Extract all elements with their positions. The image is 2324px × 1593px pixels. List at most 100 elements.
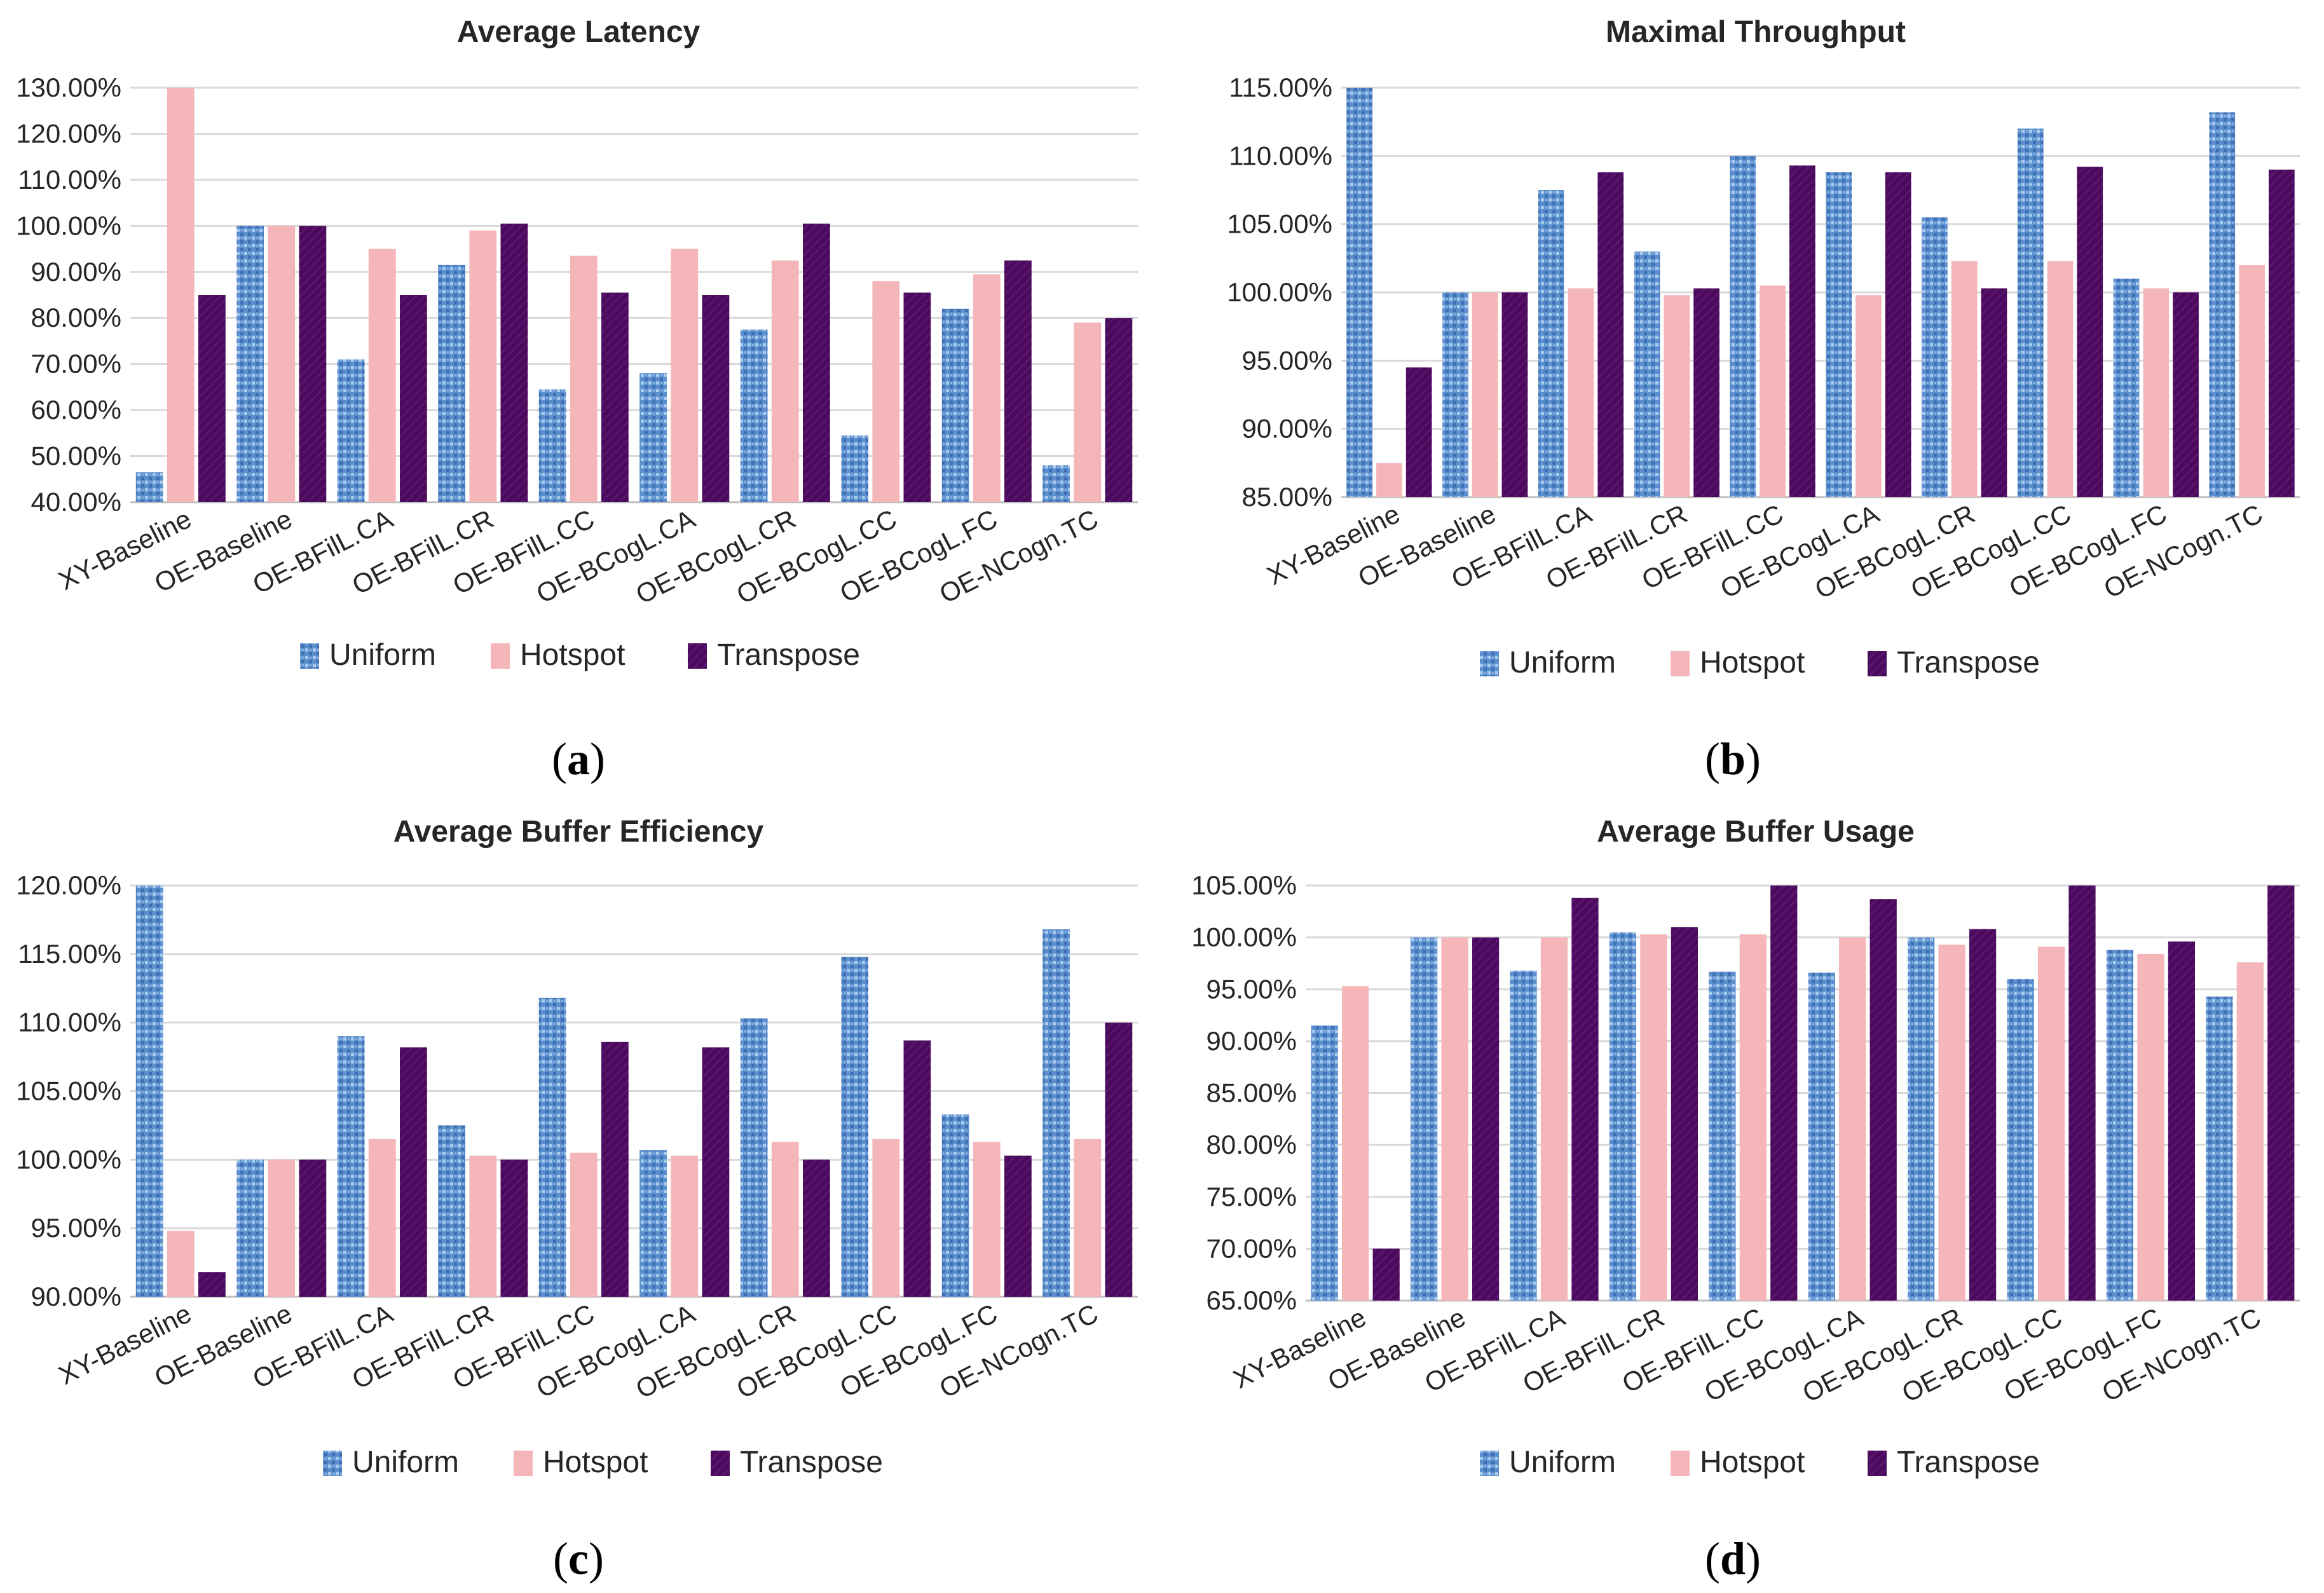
legend-swatch-transpose: [1868, 651, 1887, 676]
bar-hotspot-oe-bfill-ca: [1568, 288, 1594, 497]
plot-area: 120.00% 115.00% 110.00% 105.00% 100.00% 95.00…: [16, 870, 1138, 1404]
legend-swatch-hotspot: [514, 1451, 533, 1476]
y-tick-label: 60.00%: [31, 395, 121, 425]
legend-label-transpose: Transpose: [740, 1446, 883, 1479]
bar-hotspot-xy-baseline: [167, 1231, 195, 1297]
chart-title: Maximal Throughput: [1606, 15, 1906, 49]
bar-transpose-oe-bfill-ca: [1571, 898, 1599, 1301]
bar-hotspot-xy-baseline: [167, 88, 195, 502]
bar-transpose-oe-bcogl-ca: [702, 295, 730, 502]
legend-label-hotspot: Hotspot: [1700, 646, 1805, 680]
bar-transpose-oe-bfill-cc: [1789, 165, 1815, 497]
y-tick-label: 75.00%: [1206, 1182, 1297, 1212]
bar-uniform-oe-bfill-cr: [1609, 932, 1637, 1301]
bar-transpose-oe-bfill-cr: [1671, 927, 1698, 1301]
bar-hotspot-oe-baseline: [268, 1159, 296, 1297]
panel-caption: (b): [1705, 734, 1761, 784]
legend-swatch-uniform: [1480, 651, 1499, 676]
bar-transpose-oe-bcogl-cc: [2077, 167, 2103, 497]
bar-uniform-oe-bfill-cc: [538, 997, 566, 1297]
legend-swatch-uniform: [300, 643, 319, 669]
y-tick-label: 105.00%: [1227, 209, 1332, 239]
bar-hotspot-xy-baseline: [1342, 986, 1369, 1301]
bar-uniform-oe-bcogl-fc: [941, 1114, 969, 1297]
bar-uniform-xy-baseline: [135, 472, 163, 502]
bar-uniform-oe-bfill-cc: [538, 389, 566, 502]
y-tick-label: 40.00%: [31, 487, 121, 517]
bar-uniform-xy-baseline: [135, 885, 163, 1297]
bar-uniform-oe-bfill-cr: [438, 1125, 466, 1297]
bar-uniform-oe-ncogn-tc: [2206, 996, 2233, 1301]
bar-hotspot-oe-bfill-cr: [1640, 934, 1667, 1301]
bar-hotspot-oe-bcogl-fc: [973, 274, 1001, 502]
bar-uniform-oe-bcogl-ca: [1826, 172, 1852, 497]
y-tick-label: 90.00%: [31, 257, 121, 287]
chart-maximal-throughput: Maximal Throughput 115.00% 110.00% 105.00%…: [1227, 15, 2300, 784]
bar-transpose-oe-ncogn-tc: [1105, 318, 1133, 502]
y-tick-label: 110.00%: [1229, 140, 1332, 170]
bar-hotspot-oe-bcogl-cr: [771, 1142, 799, 1297]
bar-transpose-oe-bcogl-ca: [1869, 899, 1897, 1301]
bar-uniform-oe-bcogl-cc: [841, 435, 869, 502]
y-tick-label: 100.00%: [1191, 922, 1297, 952]
bar-uniform-oe-bfill-ca: [1538, 190, 1564, 497]
caption-letter: a: [567, 734, 590, 784]
bar-transpose-oe-bfill-cc: [1770, 885, 1798, 1301]
bar-hotspot-oe-baseline: [1472, 292, 1498, 497]
y-tick-label: 70.00%: [31, 349, 121, 379]
y-tick-label: 50.00%: [31, 441, 121, 471]
bar-hotspot-oe-bfill-ca: [368, 249, 396, 502]
bar-uniform-oe-ncogn-tc: [1042, 465, 1070, 502]
bar-hotspot-oe-ncogn-tc: [1074, 322, 1102, 502]
bar-hotspot-oe-bcogl-cc: [872, 281, 900, 502]
bar-transpose-xy-baseline: [1405, 367, 1432, 497]
bar-hotspot-oe-bfill-cc: [570, 1152, 598, 1297]
bar-hotspot-oe-bfill-cc: [1739, 934, 1767, 1301]
bar-hotspot-oe-ncogn-tc: [2236, 962, 2264, 1301]
bar-transpose-oe-bcogl-cc: [2068, 885, 2096, 1301]
bar-transpose-oe-bfill-ca: [399, 1047, 427, 1297]
y-tick-label: 120.00%: [16, 118, 121, 148]
panel-caption: (d): [1705, 1533, 1761, 1584]
y-tick-label: 100.00%: [16, 210, 121, 240]
bar-hotspot-oe-bcogl-cr: [1938, 945, 1965, 1301]
bar-hotspot-oe-bcogl-cr: [771, 260, 799, 502]
bar-uniform-oe-bcogl-fc: [2113, 278, 2140, 497]
y-tick-label: 120.00%: [16, 870, 121, 900]
y-tick-label: 115.00%: [1229, 72, 1332, 102]
y-tick-label: 90.00%: [1206, 1026, 1297, 1056]
bar-transpose-xy-baseline: [1372, 1248, 1400, 1301]
bar-uniform-oe-bfill-ca: [337, 1036, 365, 1297]
chart-title: Average Latency: [457, 15, 701, 49]
bar-hotspot-oe-bcogl-cc: [2037, 947, 2065, 1301]
bar-hotspot-oe-bcogl-ca: [1839, 937, 1866, 1301]
bar-uniform-oe-baseline: [236, 226, 264, 502]
legend-swatch-hotspot: [491, 643, 510, 669]
y-tick-label: 80.00%: [31, 303, 121, 332]
bar-hotspot-oe-ncogn-tc: [1074, 1138, 1102, 1297]
legend: Uniform Hotspot Transpose: [1480, 646, 2040, 680]
x-tick-label: OE-BCogL.CA: [1716, 498, 1884, 604]
bar-transpose-oe-bfill-cr: [500, 223, 528, 502]
bar-transpose-oe-bcogl-cr: [802, 1159, 830, 1297]
bar-hotspot-oe-bcogl-fc: [2143, 288, 2170, 497]
bar-hotspot-oe-bfill-ca: [368, 1138, 396, 1297]
plot-area: 130.00% 120.00% 110.00% 100.00% 90.00% 80.00%…: [16, 72, 1138, 610]
y-tick-label: 110.00%: [18, 1008, 121, 1037]
bar-transpose-oe-bfill-cr: [1693, 288, 1719, 497]
bar-transpose-oe-ncogn-tc: [2267, 885, 2295, 1301]
bar-transpose-xy-baseline: [198, 1272, 226, 1297]
legend-swatch-hotspot: [1671, 651, 1690, 676]
bar-transpose-oe-bfill-cc: [601, 292, 629, 502]
bar-transpose-xy-baseline: [198, 295, 226, 502]
bar-hotspot-oe-bcogl-cr: [1951, 261, 1978, 497]
legend: Uniform Hotspot Transpose: [1480, 1446, 2040, 1479]
bar-transpose-oe-bcogl-cr: [1981, 288, 2007, 497]
y-tick-label: 85.00%: [1206, 1078, 1297, 1108]
legend-label-hotspot: Hotspot: [1700, 1446, 1805, 1479]
bar-uniform-oe-bfill-cc: [1709, 971, 1736, 1301]
legend-swatch-transpose: [711, 1451, 730, 1476]
legend-label-hotspot: Hotspot: [520, 638, 625, 672]
bar-hotspot-oe-bfill-ca: [1540, 937, 1568, 1301]
y-tick-label: 90.00%: [1242, 414, 1332, 444]
